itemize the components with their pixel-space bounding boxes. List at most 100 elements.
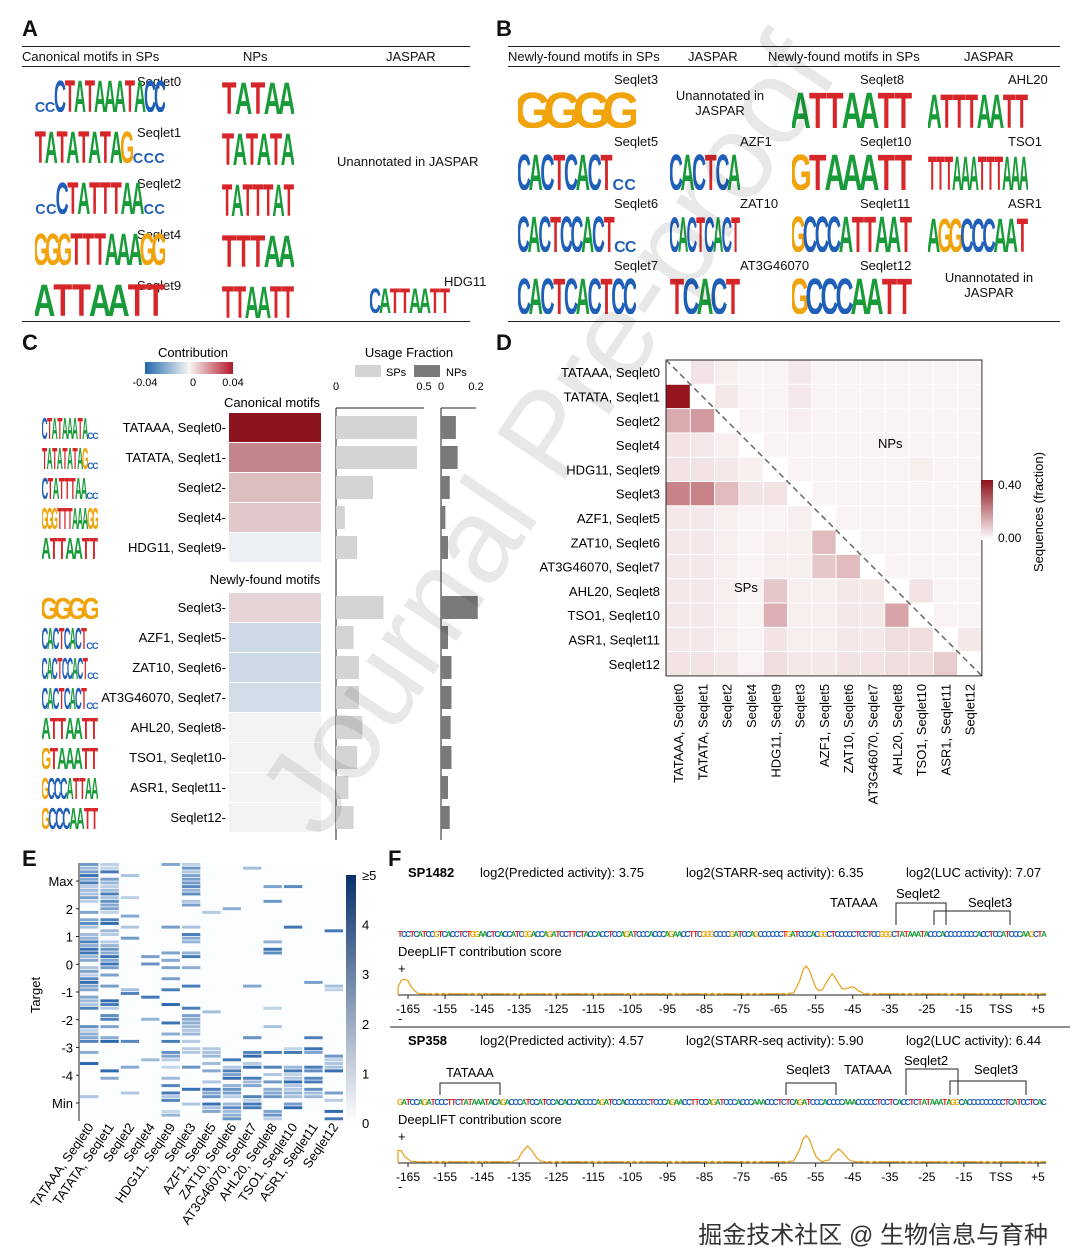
sp-bar [336, 716, 363, 739]
logo-letter: T [222, 282, 234, 318]
logo-letter: T [670, 274, 684, 314]
heatmap-cell [909, 554, 933, 579]
heatmap-cell [909, 627, 933, 652]
logo-letter: C [92, 701, 99, 712]
sp1482-base: A [810, 930, 816, 939]
sp1482-base: C [454, 930, 460, 939]
heatmap-stripe [202, 1102, 221, 1106]
heatmap-cell [836, 603, 860, 627]
logo-letter: C [571, 212, 584, 252]
sp1482-x-tick: -35 [881, 1002, 899, 1016]
sp1482-base: C [826, 930, 832, 939]
sp1482-base: A [940, 930, 946, 939]
heatmap-cell [860, 457, 885, 481]
heatmap-stripe [100, 896, 119, 900]
sp1482-base: C [462, 930, 468, 939]
sp1482-plus: + [398, 961, 406, 976]
logo-letter: C [55, 801, 63, 835]
heatmap-stripe [80, 1036, 99, 1040]
logo-letter: G [35, 229, 49, 265]
sp358-base: C [872, 1098, 878, 1107]
panel-d-heatmap: TATAAA, Seqlet0 TATAAA, Seqlet0 TATATA, Se… [540, 359, 1046, 804]
sp1482-base: C [725, 930, 731, 939]
heatmap-stripe [304, 1076, 323, 1080]
sp358-base: A [463, 1098, 469, 1107]
sp358-base: C [686, 1098, 692, 1107]
logo-letter: T [400, 285, 410, 313]
logo-letter: T [270, 282, 282, 318]
sp1482-base: A [531, 930, 537, 939]
sp358-base: C [533, 1098, 539, 1107]
logo-letter: C [92, 461, 99, 472]
logo-letter: A [77, 178, 90, 214]
heatmap-cell [885, 627, 909, 652]
logo-letter: T [553, 150, 565, 190]
logo-letter: C [75, 682, 82, 716]
heatmap-cell [958, 384, 982, 409]
colorbar-tick: 1 [362, 1066, 369, 1081]
heatmap-cell [715, 506, 739, 530]
np-bar [441, 686, 452, 709]
logo-letter: G [41, 771, 49, 806]
sp1482-base: G [729, 930, 735, 939]
logo-letter: G [120, 127, 134, 163]
sp-bar [336, 476, 373, 499]
sp1482-base: A [478, 930, 484, 939]
heatmap-stripe [120, 925, 140, 929]
panel-b-jaspar-name: ZAT10 [740, 196, 779, 211]
heatmap-stripe [80, 988, 99, 992]
sp358-base: C [992, 1098, 998, 1107]
logo-letter: C [52, 652, 58, 686]
sp358-x-tick: -165 [396, 1170, 420, 1184]
sp1482-base: C [604, 930, 610, 939]
legend-sp-swatch [355, 365, 381, 377]
logo-letter: C [77, 652, 83, 686]
heatmap-stripe [100, 951, 119, 955]
logo-letter: C [86, 701, 93, 712]
sp1482-base: C [563, 930, 569, 939]
heatmap-cell [788, 627, 812, 652]
logo-letter: T [246, 129, 258, 165]
sp1482-base: C [758, 930, 764, 939]
heatmap-cell [909, 530, 933, 554]
np-bar [441, 626, 448, 649]
logo-letter: T [82, 712, 91, 746]
heatmap-stripe [161, 863, 180, 866]
logo-letter: A [65, 532, 75, 566]
heatmap-stripe [80, 955, 99, 959]
sp358-base: T [1004, 1098, 1009, 1107]
sp358-base: C [455, 1098, 461, 1107]
sp-bar [336, 686, 359, 709]
heatmap-row-label: ZAT10, Seqlet6 [571, 535, 660, 550]
logo-letter: A [69, 801, 77, 835]
sp1482-base: A [899, 930, 905, 939]
sp358-base: A [480, 1098, 486, 1107]
sp1482-base: T [556, 930, 561, 939]
sp358-ann: Seqlet2 [904, 1053, 948, 1068]
heatmap-stripe [283, 1091, 303, 1095]
logo-letter: T [73, 442, 78, 476]
sp1482-base: G [474, 930, 480, 939]
logo-letter: C [46, 202, 56, 214]
heatmap-stripe [120, 874, 140, 878]
heatmap-cell [933, 457, 958, 481]
heatmap-stripe [80, 1062, 99, 1065]
sp358-base: C [983, 1098, 989, 1107]
np-bar [441, 536, 448, 559]
heatmap-stripe [202, 1095, 221, 1099]
heatmap-col-label: ASR1, Seqlet11 [938, 684, 953, 776]
sp358-base: A [752, 1098, 758, 1107]
heatmap-cell [933, 652, 958, 676]
logo-letter: T [895, 150, 912, 190]
heatmap-stripe [283, 1069, 303, 1073]
sp358-base: A [930, 1098, 936, 1107]
logo-letter: C [154, 151, 164, 163]
logo-letter: A [104, 76, 116, 112]
sp358-base: C [769, 1098, 775, 1107]
panel-b-seqlet-name: Seqlet10 [860, 134, 912, 149]
sp1482-base: C [992, 930, 998, 939]
